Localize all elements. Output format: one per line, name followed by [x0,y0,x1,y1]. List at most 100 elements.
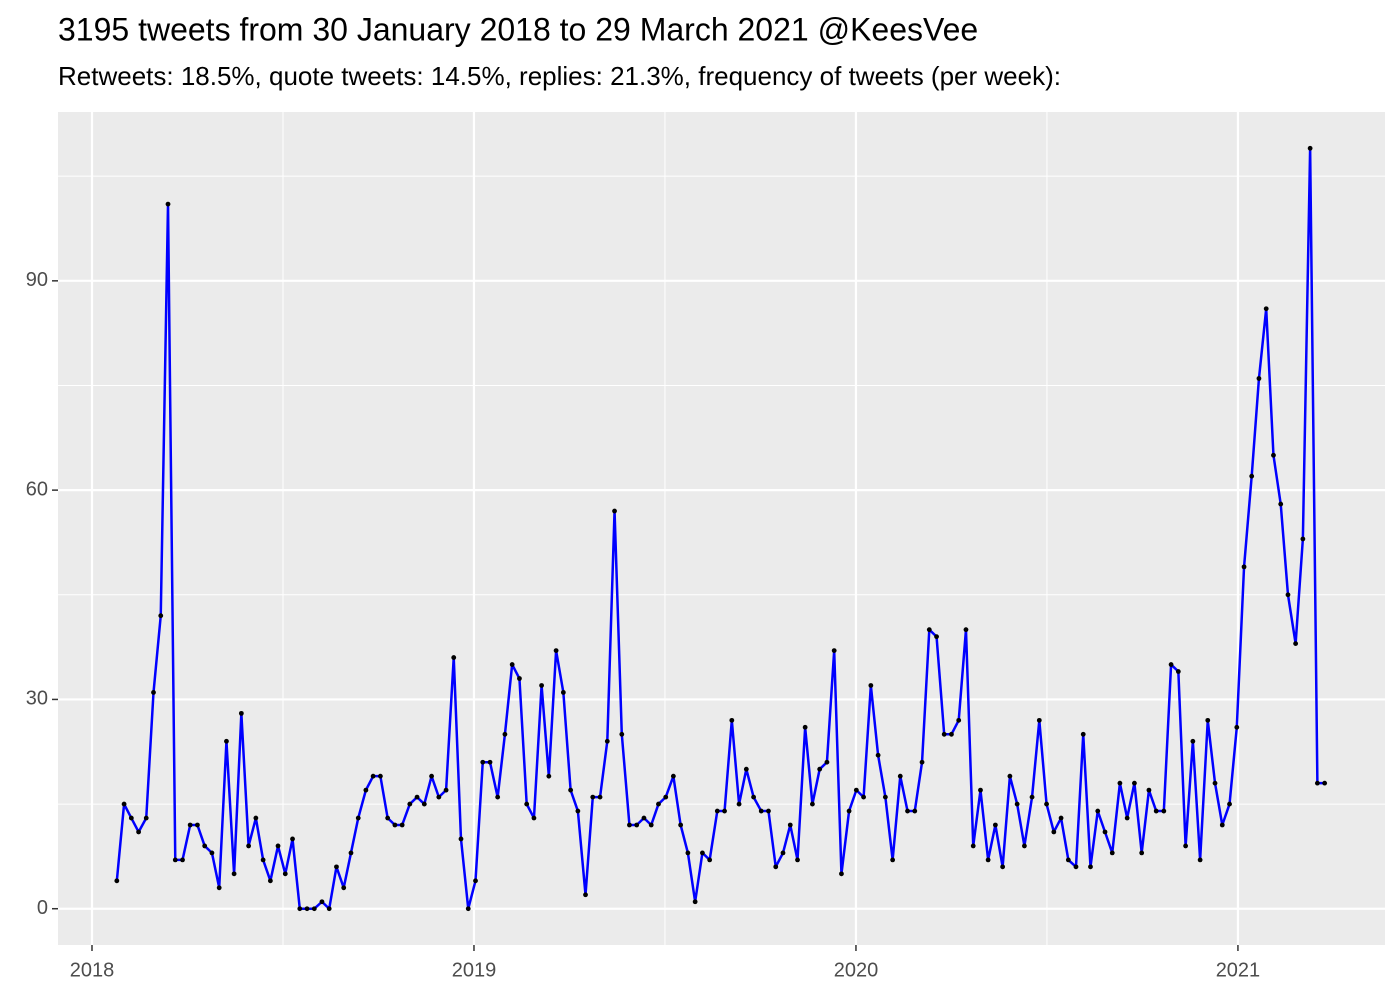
data-point [1117,780,1123,786]
data-point [385,815,391,821]
data-point [399,822,405,828]
data-point [165,201,171,207]
data-point [861,794,866,800]
data-point [604,738,610,744]
data-point [1219,822,1225,828]
data-point [795,857,800,863]
data-point [341,885,347,891]
data-point [773,864,779,870]
data-point [1058,815,1064,821]
data-point [1256,376,1262,381]
data-point [1051,829,1057,835]
data-point [311,906,317,912]
data-point [1234,724,1240,730]
data-point [231,871,237,877]
data-point [143,815,149,821]
data-point [502,731,508,737]
chart-title: 3195 tweets from 30 January 2018 to 29 M… [58,11,978,47]
data-point [546,773,552,779]
data-point [487,759,493,765]
data-point [1212,780,1218,786]
data-point [436,794,442,800]
data-point [949,731,954,737]
data-point [853,787,859,793]
data-point [912,808,918,814]
y-tick-label: 0 [37,897,48,919]
data-point [1293,641,1299,647]
data-point [905,808,910,814]
data-point [1314,780,1320,786]
data-point [1007,773,1013,779]
data-point [780,850,786,856]
data-point [224,738,229,744]
data-point [1153,808,1159,814]
data-point [700,850,705,856]
data-point [1322,780,1328,786]
data-point [451,655,457,660]
y-tick-label: 90 [26,269,48,291]
data-point [627,822,632,828]
data-point [1095,808,1101,814]
data-point [128,815,134,821]
chart-subtitle: Retweets: 18.5%, quote tweets: 14.5%, re… [58,61,1061,91]
data-point [282,871,288,877]
data-point [743,766,749,772]
data-point [480,759,486,765]
data-point [1132,780,1137,786]
data-point [707,857,713,863]
data-point [634,822,640,828]
data-point [392,822,398,828]
data-point [1227,801,1232,807]
data-point [560,690,566,695]
data-point [1044,801,1049,807]
data-point [1022,843,1027,849]
data-point [1065,857,1071,863]
x-tick-label: 2020 [834,959,879,981]
data-point [1278,501,1284,507]
data-point [766,808,771,814]
data-point [246,843,252,849]
data-point [1205,717,1211,723]
data-point [495,794,501,800]
data-point [663,794,669,800]
data-point [897,773,903,779]
data-point [963,627,969,633]
data-point [583,892,588,898]
data-point [253,815,259,821]
data-point [216,885,222,891]
data-point [926,627,932,633]
data-point [612,508,617,514]
data-point [619,731,625,737]
data-point [1241,564,1247,570]
data-point [509,662,515,667]
data-point [787,822,793,828]
data-point [326,906,332,912]
data-point [890,857,896,863]
data-point [919,759,925,765]
data-point [195,822,200,828]
data-point [209,850,215,856]
data-point [648,822,654,828]
data-point [539,683,544,688]
data-point [692,899,698,905]
data-point [121,801,127,807]
data-point [355,815,361,821]
data-point [751,794,756,800]
data-point [1146,787,1152,793]
data-point [1102,829,1108,835]
data-point [1300,536,1306,542]
data-point [575,808,581,814]
data-point [1168,662,1174,667]
data-point [304,906,310,912]
data-point [465,906,471,912]
data-point [238,710,244,716]
data-point [275,843,281,849]
data-point [641,815,647,821]
data-point [985,857,991,863]
data-point [1088,864,1093,870]
data-point [1183,843,1189,849]
data-point [348,850,354,856]
data-point [1000,864,1006,870]
x-tick-label: 2019 [452,959,497,981]
data-point [531,815,537,821]
